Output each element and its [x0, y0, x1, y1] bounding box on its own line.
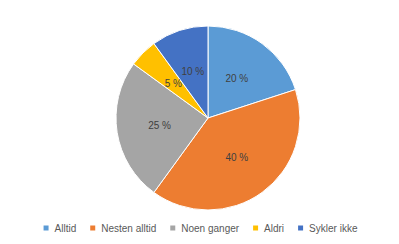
svg-text:Sykler ikke: Sykler ikke	[309, 223, 358, 234]
svg-text:10 %: 10 %	[181, 66, 204, 77]
svg-text:Aldri: Aldri	[264, 223, 284, 234]
svg-text:25 %: 25 %	[148, 120, 171, 131]
svg-text:40 %: 40 %	[225, 152, 248, 163]
svg-text:20 %: 20 %	[225, 73, 248, 84]
svg-text:5 %: 5 %	[165, 78, 182, 89]
svg-text:Alltid: Alltid	[55, 223, 77, 234]
svg-text:Nesten alltid: Nesten alltid	[101, 223, 156, 234]
svg-text:Noen ganger: Noen ganger	[181, 223, 239, 234]
